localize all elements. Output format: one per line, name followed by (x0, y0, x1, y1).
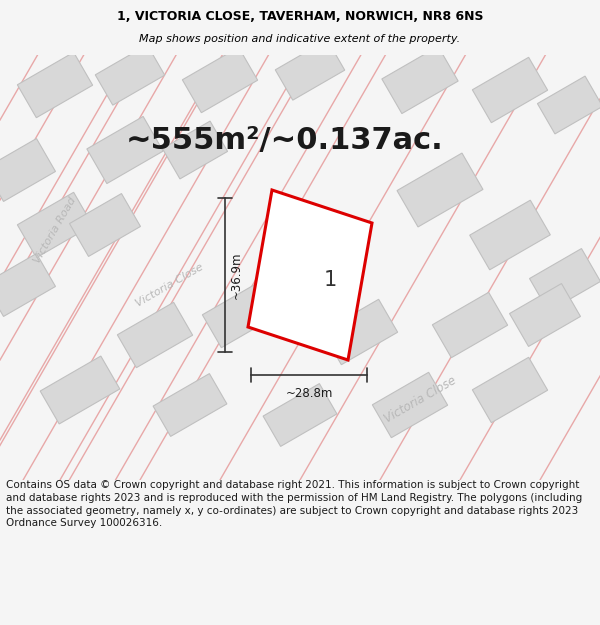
Polygon shape (163, 121, 227, 179)
Polygon shape (382, 46, 458, 114)
Polygon shape (373, 372, 448, 438)
Polygon shape (40, 356, 120, 424)
Polygon shape (118, 302, 193, 368)
Polygon shape (70, 194, 140, 256)
Polygon shape (17, 192, 92, 258)
Text: 1: 1 (323, 270, 337, 290)
Polygon shape (248, 190, 372, 360)
Polygon shape (0, 254, 55, 316)
Polygon shape (17, 52, 92, 118)
Text: 1, VICTORIA CLOSE, TAVERHAM, NORWICH, NR8 6NS: 1, VICTORIA CLOSE, TAVERHAM, NORWICH, NR… (117, 10, 483, 23)
Polygon shape (95, 45, 165, 105)
Polygon shape (87, 116, 163, 184)
Text: Contains OS data © Crown copyright and database right 2021. This information is : Contains OS data © Crown copyright and d… (6, 480, 582, 528)
Polygon shape (509, 284, 580, 346)
Polygon shape (322, 299, 398, 365)
Polygon shape (263, 384, 337, 446)
Text: ~28.8m: ~28.8m (286, 387, 332, 400)
Polygon shape (153, 374, 227, 436)
Text: Victoria Close: Victoria Close (134, 262, 206, 308)
Polygon shape (538, 76, 600, 134)
Polygon shape (530, 249, 600, 311)
Polygon shape (275, 40, 345, 100)
Polygon shape (472, 357, 548, 422)
Polygon shape (433, 292, 508, 357)
Text: ~36.9m: ~36.9m (230, 251, 243, 299)
Polygon shape (182, 48, 257, 112)
Polygon shape (202, 282, 278, 348)
Polygon shape (472, 58, 548, 122)
Polygon shape (397, 153, 483, 227)
Polygon shape (470, 200, 550, 270)
Polygon shape (0, 139, 55, 201)
Text: Map shows position and indicative extent of the property.: Map shows position and indicative extent… (139, 34, 461, 44)
Text: Victoria Road: Victoria Road (32, 195, 78, 265)
Text: Victoria Close: Victoria Close (382, 374, 458, 426)
Text: ~555m²/~0.137ac.: ~555m²/~0.137ac. (126, 126, 444, 154)
